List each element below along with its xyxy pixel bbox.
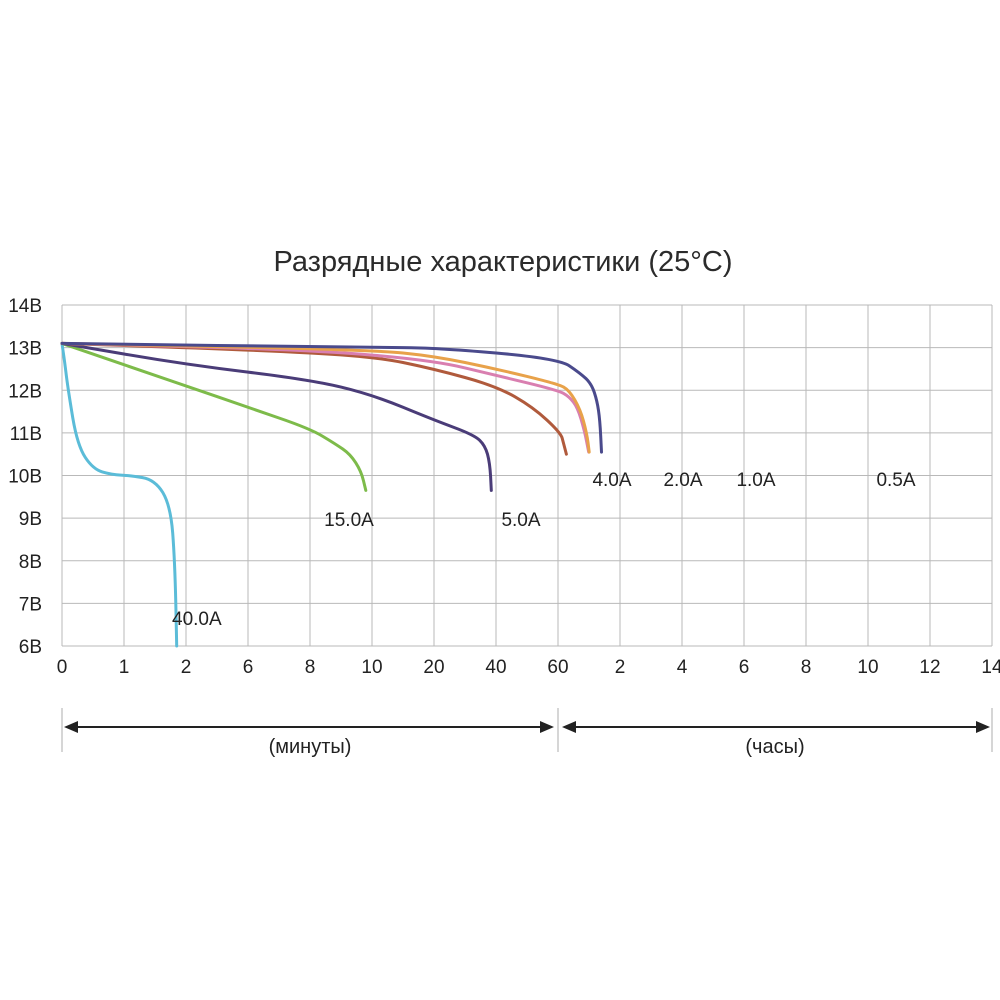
x-tick-label: 6 [243, 657, 254, 678]
chart-title: Разрядные характеристики (25°C) [274, 246, 733, 278]
series-label: 2.0A [663, 470, 702, 491]
y-tick-label: 11В [10, 424, 42, 445]
range-arrow-left [562, 721, 576, 733]
range-arrow-right [540, 721, 554, 733]
y-tick-label: 13В [8, 339, 42, 360]
x-tick-label: 20 [423, 657, 444, 678]
x-tick-label: 2 [181, 657, 192, 678]
x-tick-label: 4 [677, 657, 688, 678]
range-label-hours: (часы) [745, 736, 804, 758]
chart-series-group [60, 341, 603, 648]
x-tick-label: 2 [615, 657, 626, 678]
y-tick-label: 14В [8, 296, 42, 317]
x-tick-label: 10 [361, 657, 382, 678]
x-range-markers: (минуты) (часы) [61, 708, 993, 758]
y-tick-label: 6В [19, 637, 42, 658]
series-label: 5.0A [501, 510, 540, 531]
y-axis: 14В 13В 12В 11В 10В 9В 8В 7В 6В [8, 296, 42, 658]
series-labels: 40.0A 15.0A 5.0A 4.0A 2.0A 1.0A 0.5A [172, 470, 916, 630]
x-tick-label: 12 [919, 657, 940, 678]
x-tick-label: 8 [305, 657, 316, 678]
series-label: 0.5A [876, 470, 915, 491]
range-arrow-right [976, 721, 990, 733]
series-line [60, 341, 568, 456]
y-tick-label: 8В [19, 552, 42, 573]
range-label-minutes: (минуты) [269, 736, 352, 758]
series-label: 1.0A [736, 470, 775, 491]
series-line [60, 341, 591, 454]
x-tick-label: 40 [485, 657, 506, 678]
x-tick-label: 8 [801, 657, 812, 678]
x-tick-label: 1 [119, 657, 130, 678]
chart-grid [61, 304, 993, 647]
series-line [60, 341, 368, 492]
y-tick-label: 10В [8, 467, 42, 488]
y-tick-label: 12В [8, 381, 42, 402]
series-line [60, 341, 493, 492]
series-label: 15.0A [324, 510, 374, 531]
series-label: 4.0A [592, 470, 631, 491]
x-tick-label: 0 [57, 657, 68, 678]
x-tick-label: 60 [547, 657, 568, 678]
series-line [60, 341, 179, 648]
x-tick-label: 6 [739, 657, 750, 678]
range-arrow-left [64, 721, 78, 733]
series-line [60, 341, 603, 454]
y-tick-label: 9В [19, 509, 42, 530]
series-label: 40.0A [172, 609, 222, 630]
x-tick-label: 10 [857, 657, 878, 678]
x-axis: 0 1 2 6 8 10 20 40 60 2 4 6 8 10 12 14 [57, 657, 1000, 678]
series-line [60, 341, 591, 454]
y-tick-label: 7В [19, 594, 42, 615]
x-tick-label: 14 [981, 657, 1000, 678]
